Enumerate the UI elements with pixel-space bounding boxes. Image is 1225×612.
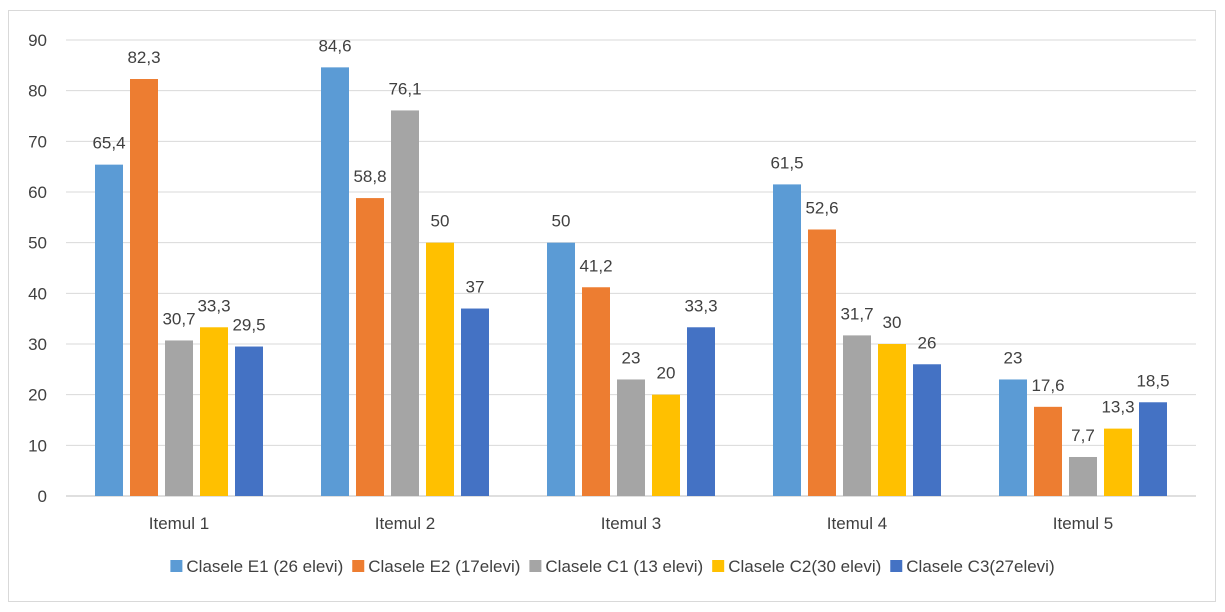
y-tick-label: 10: [28, 436, 47, 455]
data-label: 61,5: [770, 153, 803, 172]
y-tick-label: 80: [28, 82, 47, 101]
legend-label: Clasele E1 (26 elevi): [186, 557, 343, 576]
data-label: 23: [1004, 348, 1023, 367]
data-label: 50: [552, 212, 571, 231]
legend: Clasele E1 (26 elevi) Clasele E2 (17elevi…: [170, 557, 1055, 576]
bar-3-1: [165, 340, 193, 496]
legend-label: Clasele C1 (13 elevi): [545, 557, 703, 576]
data-label: 26: [918, 333, 937, 352]
legend-item: Clasele E2 (17elevi): [352, 557, 520, 576]
data-label: 29,5: [232, 316, 265, 335]
bar-4-4: [878, 344, 906, 496]
data-label: 58,8: [353, 167, 386, 186]
bar-5-4: [913, 364, 941, 496]
bar-4-2: [426, 242, 454, 496]
data-label: 30: [883, 313, 902, 332]
y-tick-label: 50: [28, 234, 47, 253]
y-tick-label: 60: [28, 183, 47, 202]
data-label: 76,1: [388, 79, 421, 98]
data-label: 17,6: [1031, 376, 1064, 395]
bar-4-3: [652, 394, 680, 496]
bar-5-1: [235, 346, 263, 496]
bar-1-1: [95, 164, 123, 496]
bar-2-4: [808, 229, 836, 496]
data-label: 52,6: [805, 198, 838, 217]
data-label: 82,3: [127, 48, 160, 67]
legend-item: Clasele C2(30 elevi): [712, 557, 881, 576]
data-label: 33,3: [684, 296, 717, 315]
legend-label: Clasele C2(30 elevi): [728, 557, 881, 576]
bar-1-2: [321, 67, 349, 497]
bars: [95, 67, 1167, 497]
data-label: 41,2: [579, 256, 612, 275]
data-label: 65,4: [92, 134, 125, 153]
x-tick-label: Itemul 4: [827, 514, 887, 533]
data-label: 30,7: [162, 309, 195, 328]
data-labels: 65,482,330,733,329,584,658,876,150375041…: [92, 36, 1169, 445]
data-label: 20: [657, 364, 676, 383]
legend-label: Clasele E2 (17elevi): [368, 557, 520, 576]
y-tick-label: 70: [28, 132, 47, 151]
y-tick-label: 0: [38, 487, 47, 506]
legend-swatch: [890, 560, 903, 572]
bar-2-2: [356, 198, 384, 496]
bar-3-2: [391, 110, 419, 496]
bar-3-5: [1069, 456, 1097, 496]
data-label: 84,6: [318, 36, 351, 55]
data-label: 50: [431, 212, 450, 231]
bar-2-3: [582, 287, 610, 496]
legend-item: Clasele C1 (13 elevi): [529, 557, 703, 576]
bar-1-3: [547, 242, 575, 496]
legend-swatch: [170, 560, 183, 572]
legend-swatch: [529, 560, 542, 572]
bar-1-5: [999, 379, 1027, 496]
data-label: 7,7: [1071, 426, 1095, 445]
data-label: 33,3: [197, 296, 230, 315]
bar-1-4: [773, 184, 801, 496]
data-label: 37: [466, 278, 485, 297]
bar-3-3: [617, 379, 645, 496]
x-tick-label: Itemul 3: [601, 514, 661, 533]
y-tick-label: 90: [28, 31, 47, 50]
data-label: 31,7: [840, 304, 873, 323]
x-tick-label: Itemul 1: [149, 514, 209, 533]
bar-2-5: [1034, 406, 1062, 496]
bar-5-3: [687, 327, 715, 496]
bar-3-4: [843, 335, 871, 496]
y-tick-label: 30: [28, 335, 47, 354]
legend-item: Clasele E1 (26 elevi): [170, 557, 343, 576]
legend-label: Clasele C3(27elevi): [906, 557, 1054, 576]
y-tick-label: 40: [28, 284, 47, 303]
axes: 0 10 20 30 40 50 60 70 80 90 Itemul 1 Itemul 2 Itemu…: [28, 31, 1113, 533]
legend-swatch: [352, 560, 365, 572]
legend-item: Clasele C3(27elevi): [890, 557, 1055, 576]
data-label: 13,3: [1101, 398, 1134, 417]
bar-4-1: [200, 327, 228, 496]
bar-5-2: [461, 308, 489, 496]
bar-4-5: [1104, 428, 1132, 496]
bar-5-5: [1139, 402, 1167, 496]
y-tick-label: 20: [28, 386, 47, 405]
data-label: 23: [622, 348, 641, 367]
data-label: 18,5: [1136, 371, 1169, 390]
x-tick-label: Itemul 5: [1053, 514, 1113, 533]
chart-frame: [8, 10, 1216, 602]
x-tick-label: Itemul 2: [375, 514, 435, 533]
legend-swatch: [712, 560, 725, 572]
bar-2-1: [130, 79, 158, 496]
